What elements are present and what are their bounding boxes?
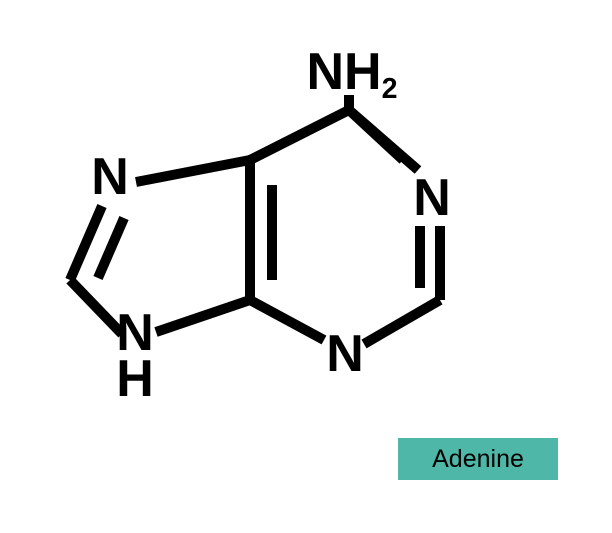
atom-label-n9: NH (116, 307, 154, 405)
bond (156, 300, 250, 332)
compound-name-label: Adenine (398, 438, 558, 480)
bond (136, 160, 250, 182)
bond (349, 110, 403, 160)
bond (250, 110, 349, 160)
compound-name-text: Adenine (432, 447, 524, 472)
atom-label-n1: N (413, 172, 451, 224)
bond (98, 218, 124, 278)
atom-label-nh2: NH2 (306, 46, 397, 98)
bond (364, 300, 440, 344)
bond (70, 280, 122, 334)
atom-label-n7: N (91, 151, 129, 203)
bond (250, 300, 324, 340)
molecule-canvas: N N N NH NH2 Adenine (0, 0, 612, 533)
atom-label-n3: N (326, 328, 364, 380)
